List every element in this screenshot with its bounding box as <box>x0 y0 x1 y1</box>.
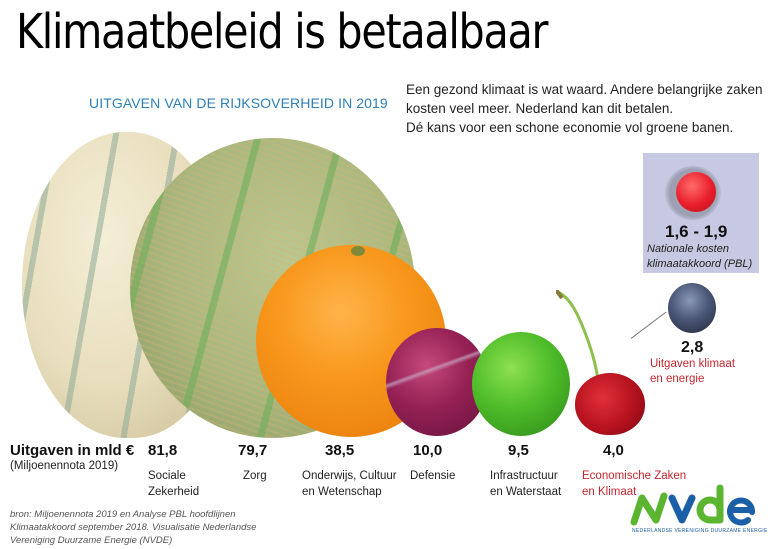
label-line: en Klimaat <box>582 486 637 498</box>
climate-energy-value: 2,8 <box>681 339 704 356</box>
plum-icon <box>386 328 488 436</box>
logo-tagline: NEDERLANDSE VERENIGING DUURZAME ENERGIE <box>632 528 768 534</box>
category-zorg: Zorg <box>243 468 267 484</box>
cherry-stem-icon <box>556 290 600 381</box>
category-onderwijs: Onderwijs, Cultuur en Wetenschap <box>302 468 397 500</box>
national-costs-label: Nationale kosten klimaatakkoord (PBL) <box>647 242 752 272</box>
source-line: Klimaatakkoord september 2018. Visualisa… <box>10 522 257 533</box>
label-line: en energie <box>650 373 705 385</box>
label-line: klimaatakkoord (PBL) <box>647 258 753 270</box>
page-title: Klimaatbeleid is betaalbaar <box>16 4 548 60</box>
orange-stem-icon <box>351 246 365 256</box>
value-defensie: 10,0 <box>413 442 443 459</box>
label-line: Nationale kosten <box>647 243 729 255</box>
chart-subtitle: UITGAVEN VAN DE RIJKSOVERHEID IN 2019 <box>89 95 388 111</box>
label-line: Sociale <box>148 470 186 482</box>
cherry-icon <box>575 373 645 435</box>
label-line: en Wetenschap <box>302 486 382 498</box>
label-line: en Waterstaat <box>490 486 562 498</box>
source-line: Vereniging Duurzame Energie (NVDE) <box>10 535 173 546</box>
lime-icon <box>472 332 570 436</box>
connector-line <box>630 311 667 339</box>
climate-energy-label: Uitgaven klimaat en energie <box>650 357 735 387</box>
row-header-title: Uitgaven in mld € <box>10 442 135 459</box>
intro-line: kosten veel meer. Nederland kan dit beta… <box>406 101 674 116</box>
value-zorg: 79,7 <box>238 442 268 459</box>
source-line: bron: Miljoenennota 2019 en Analyse PBL … <box>10 509 236 520</box>
category-defensie: Defensie <box>410 468 455 484</box>
label-line: Infrastructuur <box>490 470 558 482</box>
category-infrastructuur: Infrastructuur en Waterstaat <box>490 468 561 500</box>
label-line: Uitgaven klimaat <box>650 358 736 370</box>
nvde-wordmark-icon <box>630 484 755 526</box>
label-line: Onderwijs, Cultuur <box>302 470 397 482</box>
value-onderwijs: 38,5 <box>325 442 355 459</box>
redcurrant-icon <box>676 172 716 212</box>
label-line: Economische Zaken <box>582 470 687 482</box>
label-line: Zorg <box>243 470 267 482</box>
intro-line: Dé kans voor een schone economie vol gro… <box>406 120 734 135</box>
nvde-logo: NEDERLANDSE VERENIGING DUURZAME ENERGIE <box>626 484 768 540</box>
row-header-subtitle: (Miljoenennota 2019) <box>10 460 119 472</box>
value-infrastructuur: 9,5 <box>508 442 529 459</box>
intro-text: Een gezond klimaat is wat waard. Andere … <box>406 80 766 137</box>
category-sociale-zekerheid: Sociale Zekerheid <box>148 468 199 500</box>
national-costs-value: 1,6 - 1,9 <box>665 222 728 241</box>
category-economische-zaken: Economische Zaken en Klimaat <box>582 468 686 500</box>
blueberry-icon <box>668 283 716 333</box>
source-note: bron: Miljoenennota 2019 en Analyse PBL … <box>10 508 256 547</box>
value-sociale-zekerheid: 81,8 <box>148 442 178 459</box>
row-header: Uitgaven in mld € (Miljoenennota 2019) <box>10 442 134 472</box>
intro-line: Een gezond klimaat is wat waard. Andere … <box>406 82 763 97</box>
label-line: Defensie <box>410 470 456 482</box>
label-line: Zekerheid <box>148 486 200 498</box>
value-economische-zaken: 4,0 <box>603 442 624 459</box>
